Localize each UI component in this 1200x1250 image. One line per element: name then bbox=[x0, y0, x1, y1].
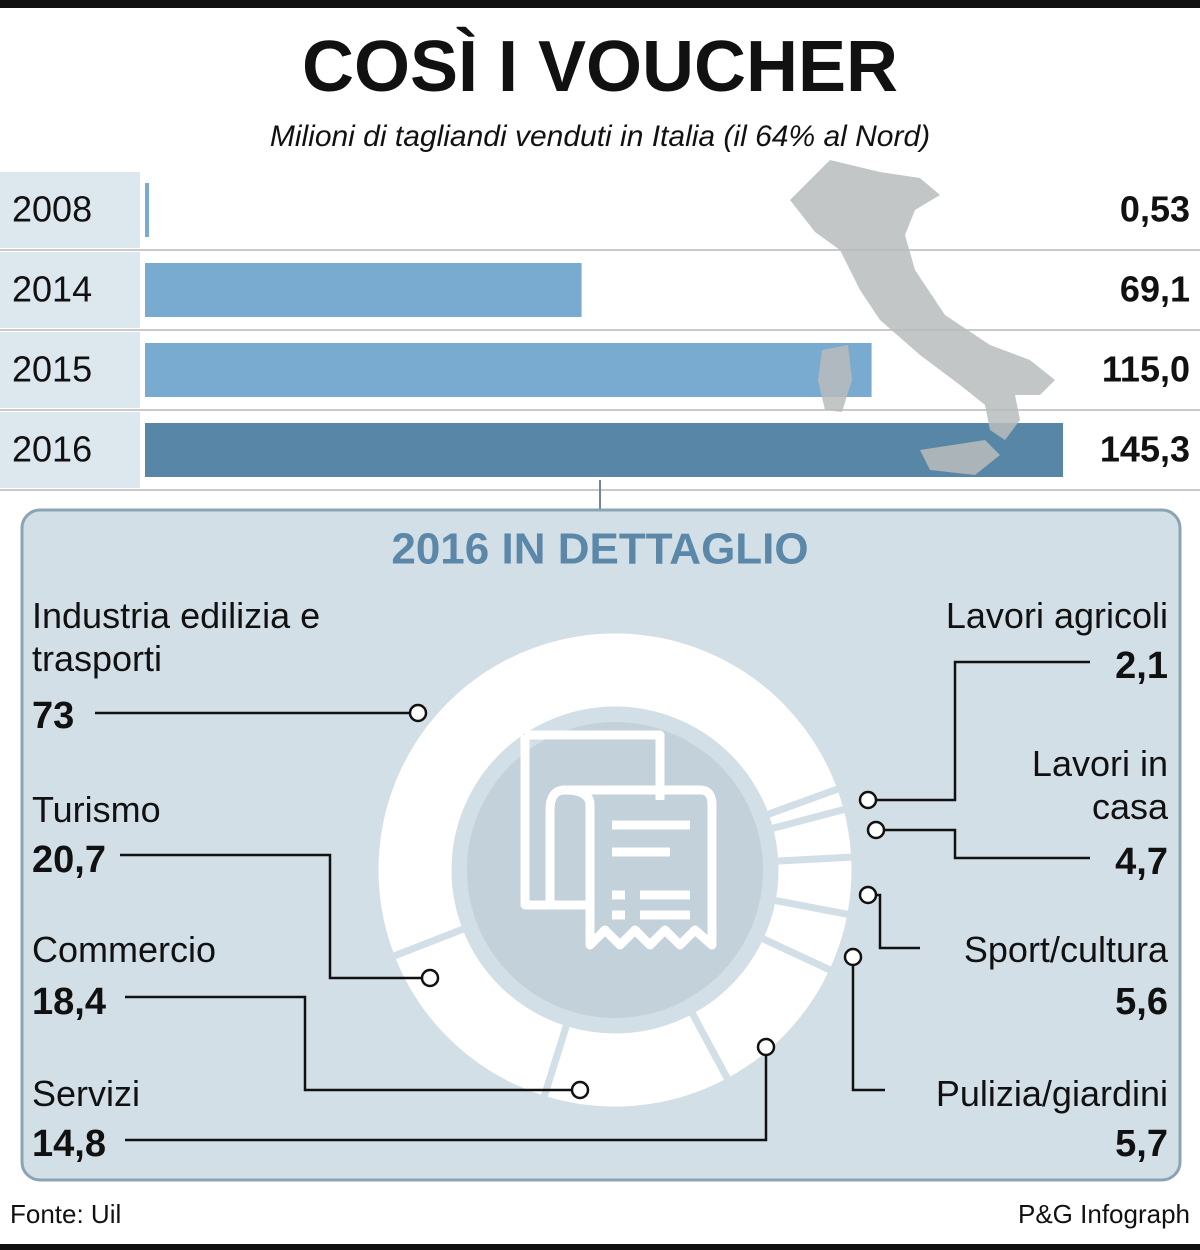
leader-dot bbox=[420, 968, 440, 988]
value-label: 145,3 bbox=[1100, 429, 1190, 470]
value-label: 69,1 bbox=[1120, 269, 1190, 310]
category-label: Turismo bbox=[32, 789, 161, 830]
leader-line bbox=[125, 995, 580, 1092]
category-label: 2014 bbox=[12, 269, 92, 310]
value-label: 18,4 bbox=[32, 981, 106, 1023]
panel-title: 2016 IN DETTAGLIO bbox=[391, 525, 808, 574]
donut-center bbox=[467, 722, 763, 1018]
credit: P&G Infograph bbox=[1018, 1199, 1190, 1229]
value-label: 115,0 bbox=[1102, 349, 1190, 390]
leader-line bbox=[868, 660, 1090, 802]
year-cell bbox=[0, 252, 140, 328]
category-label: 2008 bbox=[12, 189, 92, 230]
leader-dot bbox=[408, 703, 428, 723]
value-label: 73 bbox=[32, 695, 75, 737]
year-cell bbox=[0, 172, 140, 248]
subtitle: Milioni di tagliandi venduti in Italia (… bbox=[270, 120, 930, 153]
year-cell bbox=[0, 332, 140, 408]
category-label: Pulizia/giardini bbox=[935, 1073, 1168, 1114]
leader-dot bbox=[858, 790, 878, 810]
receipt-icon bbox=[520, 730, 717, 950]
value-label: 0,53 bbox=[1120, 189, 1190, 230]
value-label: 20,7 bbox=[32, 839, 106, 881]
category-label: Sport/cultura bbox=[963, 929, 1168, 970]
value-label: 4,7 bbox=[1115, 841, 1168, 883]
source: Fonte: Uil bbox=[10, 1199, 121, 1229]
bar-chart: 2008 0,53 2014 69,1 2015 115,0 2016 145,3 bbox=[0, 172, 1200, 491]
donut-segment bbox=[538, 1006, 734, 1114]
category-label: Servizi bbox=[32, 1073, 141, 1114]
top-rule bbox=[0, 0, 1200, 8]
leader-dot bbox=[570, 1080, 590, 1100]
donut-segment bbox=[371, 626, 846, 962]
icon-part bbox=[545, 785, 717, 950]
leader-dot bbox=[858, 885, 878, 905]
bar bbox=[145, 183, 149, 237]
value-label: 5,7 bbox=[1115, 1123, 1168, 1165]
category-label: Industria edilizia e trasporti bbox=[32, 595, 321, 680]
leader-dot bbox=[756, 1037, 776, 1057]
category-label: 2016 bbox=[12, 429, 92, 470]
connectors bbox=[95, 660, 1090, 1142]
italy-map bbox=[790, 160, 1055, 475]
bottom-rule bbox=[0, 1244, 1200, 1250]
bar bbox=[145, 343, 872, 397]
bar bbox=[145, 263, 582, 317]
donut-chart bbox=[371, 626, 859, 1114]
bar bbox=[145, 423, 1063, 477]
value-label: 5,6 bbox=[1115, 981, 1168, 1023]
leader-line bbox=[120, 853, 430, 980]
leader-line bbox=[876, 828, 1090, 860]
leader-line bbox=[851, 957, 885, 1092]
category-label: Lavori agricoli bbox=[945, 595, 1168, 636]
category-label: Lavori in casa bbox=[1031, 743, 1168, 828]
year-cell bbox=[0, 412, 140, 488]
category-label: Commercio bbox=[32, 929, 217, 970]
leader-dot bbox=[843, 947, 863, 967]
value-label: 2,1 bbox=[1115, 645, 1168, 687]
title: COSÌ I VOUCHER bbox=[302, 27, 898, 107]
value-label: 14,8 bbox=[32, 1123, 106, 1165]
category-label: 2015 bbox=[12, 349, 92, 390]
leader-line bbox=[125, 1047, 768, 1142]
leader-dot bbox=[866, 820, 886, 840]
